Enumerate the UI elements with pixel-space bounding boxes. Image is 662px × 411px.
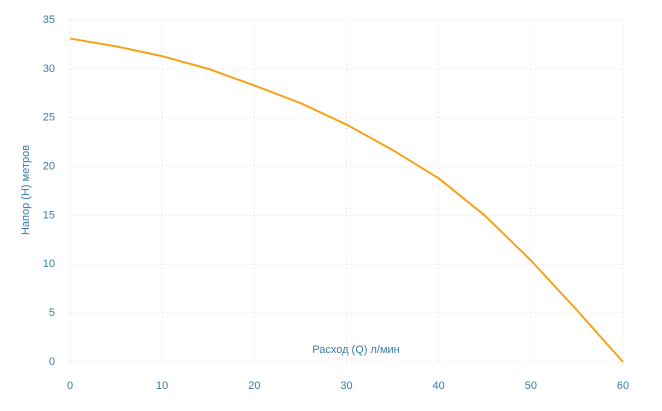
y-axis-title: Напор (H) метров: [20, 145, 32, 235]
y-tick-label: 15: [43, 209, 55, 221]
x-tick-label: 20: [248, 380, 260, 392]
x-tick-label: 60: [617, 380, 629, 392]
y-tick-label: 30: [43, 63, 55, 75]
x-tick-label: 50: [525, 380, 537, 392]
y-tick-label: 25: [43, 112, 55, 124]
x-axis-title: Расход (Q) л/мин: [312, 344, 400, 356]
x-tick-label: 0: [67, 380, 73, 392]
y-tick-label: 35: [43, 14, 55, 26]
x-tick-label: 10: [156, 380, 168, 392]
y-tick-label: 0: [49, 356, 55, 368]
y-tick-label: 10: [43, 258, 55, 270]
y-tick-label: 20: [43, 160, 55, 172]
y-tick-label: 5: [49, 307, 55, 319]
line: [69, 37, 624, 363]
x-tick-label: 40: [433, 380, 445, 392]
x-tick-label: 30: [340, 380, 352, 392]
